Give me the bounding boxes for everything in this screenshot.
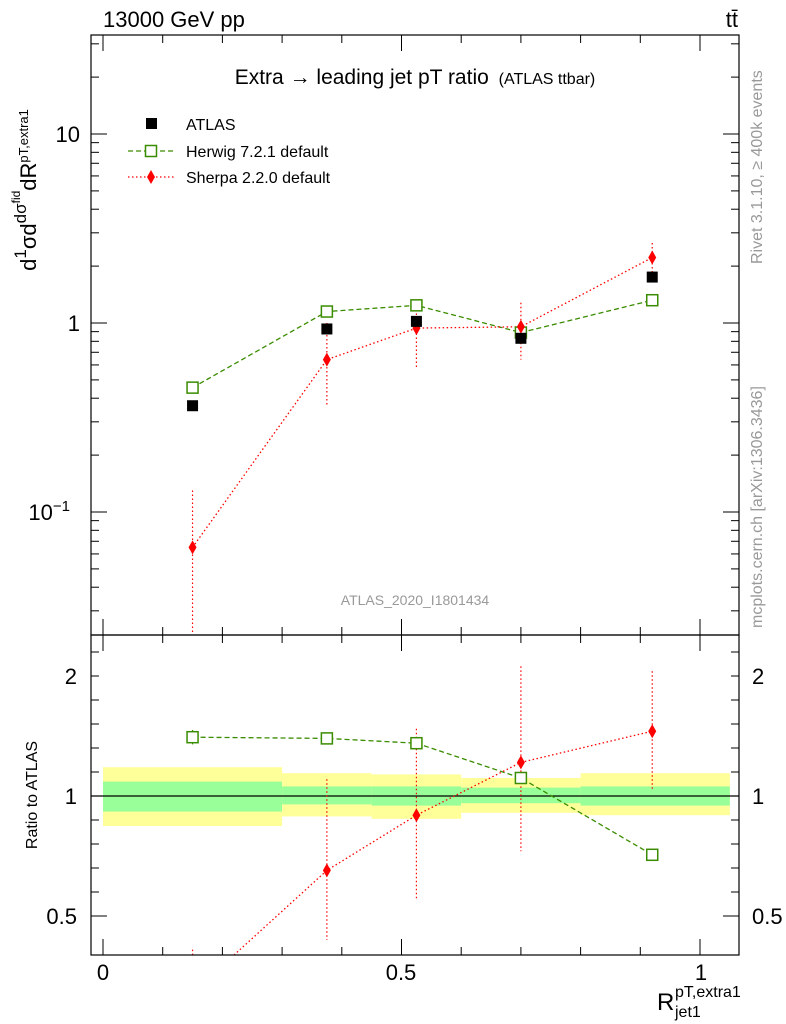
ratio-y-tick-label-2: 2 [65, 664, 77, 689]
ratio-herwig-point [410, 736, 423, 750]
x-axis-title: R jet1 pT,extra1 [657, 984, 741, 1021]
main-sherpa-point [188, 540, 197, 555]
main-y-axis-title: d1σddσfiddRpT,extra1 [9, 109, 41, 271]
process-label: tt̄ [726, 7, 738, 32]
ratio-y-axis-title: Ratio to ATLAS [24, 741, 41, 849]
main-panel: 10−1 1 10 d1σddσfiddRpT,extra1 Extra → l… [9, 34, 740, 636]
x-tick-label-0: 0 [97, 960, 109, 985]
main-herwig-point [410, 299, 423, 312]
main-markers [186, 250, 659, 555]
main-atlas-point [410, 315, 422, 327]
svg-text:jet1: jet1 [674, 1004, 701, 1021]
legend-marker-atlas [146, 118, 157, 129]
analysis-id-label: ATLAS_2020_I1801434 [341, 592, 490, 608]
ratio-y-tick-label-0.5-right: 0.5 [752, 904, 783, 929]
legend-marker-sherpa [147, 170, 155, 184]
main-ticks [91, 35, 739, 635]
main-herwig-point [645, 293, 659, 307]
ratio-herwig-point [645, 848, 659, 862]
main-herwig-line [192, 299, 653, 389]
main-sherpa-point [322, 352, 331, 367]
chart-title: Extra → leading jet pT ratio (ATLAS ttba… [235, 66, 596, 89]
svg-text:R: R [657, 989, 674, 1016]
rivet-version-label: Rivet 3.1.10, ≥ 400k events [749, 70, 766, 264]
legend: ATLAS Herwig 7.2.1 default Sherpa 2.2.0 … [128, 117, 331, 187]
energy-label: 13000 GeV pp [103, 7, 245, 32]
legend-marker-herwig [144, 144, 158, 158]
ratio-y-tick-label-0.5: 0.5 [46, 904, 77, 929]
chart-title-text: Extra → leading jet pT ratio [235, 66, 489, 89]
ratio-markers [186, 724, 659, 1000]
ratio-y-tick-label-1: 1 [65, 784, 77, 809]
ratio-sherpa-point [189, 986, 197, 1000]
main-sherpa-point [648, 250, 657, 265]
y-tick-label-0.1: 10−1 [28, 498, 70, 525]
y-tick-label-1: 1 [68, 311, 80, 336]
legend-label-herwig: Herwig 7.2.1 default [186, 144, 329, 161]
ratio-frame [90, 634, 740, 956]
y-tick-label-10: 10 [56, 122, 80, 147]
ratio-y-tick-label-1-right: 1 [752, 784, 764, 809]
ratio-herwig-point [186, 730, 199, 744]
ratio-sherpa-point [516, 755, 525, 770]
main-herwig-point [186, 381, 199, 394]
chart-title-suffix: (ATLAS ttbar) [499, 71, 596, 88]
ratio-sherpa-point [412, 808, 421, 823]
main-atlas-point [187, 400, 199, 412]
ratio-y-tick-label-2-right: 2 [752, 664, 764, 689]
ratio-panel: 2 1 0.5 2 1 0.5 Ratio to ATLAS 0 0.5 1 R… [24, 634, 783, 1021]
legend-label-atlas: ATLAS [186, 117, 236, 134]
ratio-herwig-point [320, 732, 334, 745]
svg-text:d1σddσfiddRpT,extra1: d1σddσfiddRpT,extra1 [9, 109, 41, 271]
ratio-ticks [91, 635, 739, 955]
x-tick-label-0.5: 0.5 [386, 960, 417, 985]
ratio-sherpa-line [233, 730, 653, 955]
main-atlas-point [646, 271, 658, 283]
main-atlas-point [321, 323, 333, 335]
main-herwig-point [320, 305, 334, 318]
x-tick-label-1: 1 [695, 960, 707, 985]
ratio-herwig-point [514, 771, 528, 785]
main-sherpa-point [516, 319, 525, 334]
ratio-error-bars [191, 666, 653, 955]
legend-label-sherpa: Sherpa 2.2.0 default [186, 170, 331, 187]
ratio-sherpa-point [648, 724, 657, 739]
mcplots-label: mcplots.cern.ch [arXiv:1306.3436] [749, 386, 766, 628]
ratio-sherpa-point [322, 863, 331, 878]
main-atlas-point [515, 332, 527, 344]
svg-text:pT,extra1: pT,extra1 [675, 984, 741, 1001]
